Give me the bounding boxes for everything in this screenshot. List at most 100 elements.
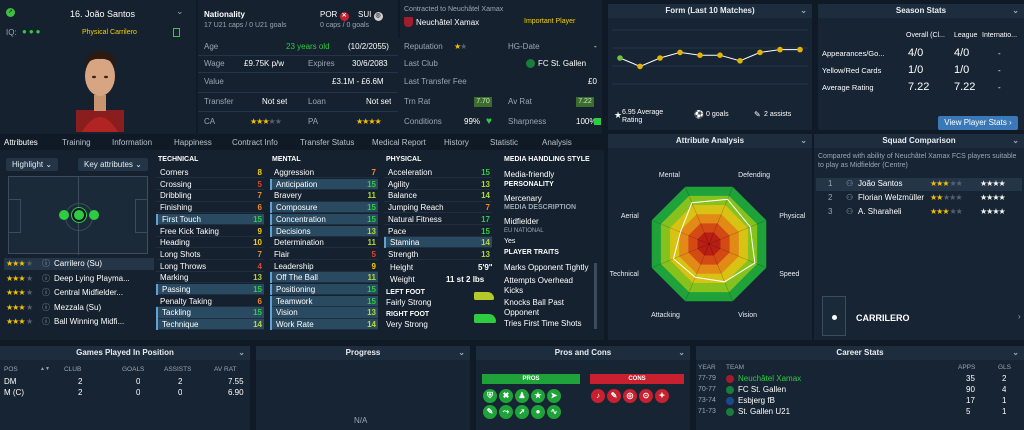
squad-scrollbar[interactable]: › xyxy=(1018,312,1021,321)
squad-row[interactable]: 1 ⚇ João Santos ★★★ ★★ ★★★★ xyxy=(816,178,1022,191)
attr-row[interactable]: Heading 10 xyxy=(156,237,264,249)
role-row[interactable]: ★★★ ★ ⓘ Ball Winning Midfi... xyxy=(4,316,154,328)
pro-tackle-icon[interactable]: ✖ xyxy=(499,389,513,403)
form-point[interactable] xyxy=(677,49,683,56)
form-chevron-icon[interactable]: ⌄ xyxy=(800,6,807,15)
attr-row[interactable]: Technique 14 xyxy=(156,319,264,331)
attr-row[interactable]: Stamina 14 xyxy=(384,237,492,249)
tab-transfer-status[interactable]: Transfer Status xyxy=(300,138,355,147)
role-row[interactable]: ★★★ ★ ⓘ Deep Lying Playma... xyxy=(4,273,154,285)
attr-row[interactable]: Crossing 5 xyxy=(156,179,264,190)
attr-row[interactable]: Finishing 6 xyxy=(156,202,264,214)
attr-row[interactable]: Decisions 13 xyxy=(270,225,378,237)
tab-attributes[interactable]: Attributes xyxy=(4,138,38,147)
clipboard-icon[interactable] xyxy=(173,28,180,37)
attr-row[interactable]: Concentration 15 xyxy=(270,213,378,225)
attr-row[interactable]: Marking 13 xyxy=(156,272,264,284)
attr-row[interactable]: Composure 15 xyxy=(270,202,378,214)
pro-shield-icon[interactable]: ⛨ xyxy=(483,389,497,403)
tab-history[interactable]: History xyxy=(444,138,469,147)
form-point[interactable] xyxy=(737,58,743,64)
highlight-dropdown[interactable]: Highlight ⌄ xyxy=(6,158,59,171)
position-dot-amc[interactable] xyxy=(89,210,99,220)
tab-happiness[interactable]: Happiness xyxy=(174,138,212,147)
career-team[interactable]: Esbjerg fB xyxy=(738,396,775,405)
pro-curve-icon[interactable]: ∿ xyxy=(547,405,561,419)
season-chevron-icon[interactable]: ⌄ xyxy=(1012,6,1019,15)
nation-sui[interactable]: SUI ◎ xyxy=(358,10,383,21)
form-point[interactable] xyxy=(617,55,623,61)
attr-row[interactable]: Work Rate 14 xyxy=(270,319,378,331)
career-team[interactable]: Neuchâtel Xamax xyxy=(738,374,802,383)
position-dot-dm[interactable] xyxy=(59,210,69,220)
career-team[interactable]: St. Gallen U21 xyxy=(738,407,791,416)
pro-team-icon[interactable]: ♟ xyxy=(515,389,529,403)
pro-run-icon[interactable]: ➚ xyxy=(515,405,529,419)
progress-chevron-icon[interactable]: ⌄ xyxy=(458,348,465,357)
nation-por[interactable]: POR ✕ xyxy=(320,10,349,21)
lastclub-value[interactable]: FC St. Gallen xyxy=(538,59,587,68)
chevron-down-icon[interactable]: ⌄ xyxy=(176,6,184,16)
career-col-header[interactable]: GLS xyxy=(998,364,1012,371)
tab-training[interactable]: Training xyxy=(62,138,91,147)
career-team[interactable]: FC St. Gallen xyxy=(738,385,787,394)
attr-row[interactable]: First Touch 15 xyxy=(156,213,264,225)
games-chevron-icon[interactable]: ⌄ xyxy=(238,348,245,357)
games-col-header[interactable]: CLUB xyxy=(64,366,82,373)
form-point[interactable] xyxy=(657,55,663,61)
squad-row[interactable]: 3 ⚇ A. Sharaheli ★★★ ★★ ★★★★ xyxy=(816,206,1022,219)
form-point[interactable] xyxy=(777,46,783,53)
attr-row[interactable]: Acceleration 15 xyxy=(384,167,492,179)
pro-boot-icon[interactable]: ✎ xyxy=(483,405,497,419)
attr-row[interactable]: Passing 15 xyxy=(156,284,264,296)
attr-row[interactable]: Off The Ball 11 xyxy=(270,272,378,284)
con-target-icon[interactable]: ◎ xyxy=(623,389,637,403)
attr-row[interactable]: Vision 13 xyxy=(270,307,378,319)
attr-row[interactable]: Agility 13 xyxy=(384,179,492,190)
games-col-header[interactable]: AV RAT xyxy=(214,366,237,373)
attr-row[interactable]: Determination 11 xyxy=(270,237,378,249)
attr-row[interactable]: Pace 15 xyxy=(384,226,492,237)
attr-row[interactable]: Penalty Taking 6 xyxy=(156,296,264,307)
career-chevron-icon[interactable]: ⌄ xyxy=(1012,348,1019,357)
con-boot-icon[interactable]: ✎ xyxy=(607,389,621,403)
attr-row[interactable]: Natural Fitness 17 xyxy=(384,214,492,225)
career-col-header[interactable]: YEAR xyxy=(698,364,716,371)
attr-row[interactable]: Strength 13 xyxy=(384,249,492,261)
attr-row[interactable]: Teamwork 15 xyxy=(270,295,378,307)
form-point[interactable] xyxy=(717,52,723,58)
squad-chevron-icon[interactable]: ⌄ xyxy=(1012,136,1019,145)
games-col-header[interactable]: ASSISTS xyxy=(164,366,192,373)
pro-ball-icon[interactable]: ● xyxy=(531,405,545,419)
attr-row[interactable]: Free Kick Taking 9 xyxy=(156,226,264,237)
attr-row[interactable]: Balance 14 xyxy=(384,190,492,202)
pro-speed-icon[interactable]: ➤ xyxy=(547,389,561,403)
attr-row[interactable]: Dribbling 7 xyxy=(156,190,264,202)
attr-row[interactable]: Leadership 9 xyxy=(270,261,378,272)
role-row[interactable]: ★★★ ★ ⓘ Mezzala (Su) xyxy=(4,302,154,314)
form-point[interactable] xyxy=(797,46,803,53)
attr-row[interactable]: Aggression 7 xyxy=(270,167,378,179)
attr-row[interactable]: Corners 8 xyxy=(156,167,264,179)
pro-star-icon[interactable]: ★ xyxy=(531,389,545,403)
form-point[interactable] xyxy=(757,49,763,56)
form-point[interactable] xyxy=(637,63,643,70)
view-player-stats-button[interactable]: View Player Stats › xyxy=(938,116,1018,130)
attr-row[interactable]: Long Shots 7 xyxy=(156,249,264,261)
tab-information[interactable]: Information xyxy=(112,138,153,147)
attr-row[interactable]: Long Throws 4 xyxy=(156,261,264,272)
games-col-header[interactable]: POS xyxy=(4,366,18,373)
squad-row[interactable]: 2 ⚇ Florian Welzmüller ★★ ★★★ ★★★★ xyxy=(816,192,1022,205)
attr-row[interactable]: Tackling 15 xyxy=(156,307,264,319)
attr-row[interactable]: Anticipation 15 xyxy=(270,178,378,190)
attr-row[interactable]: Bravery 11 xyxy=(270,190,378,202)
career-col-header[interactable]: TEAM xyxy=(726,364,745,371)
sort-icon[interactable]: ▲▼ xyxy=(40,366,50,372)
attr-row[interactable]: Flair 5 xyxy=(270,249,378,261)
analysis-chevron-icon[interactable]: ⌄ xyxy=(800,136,807,145)
position-dot-mc[interactable] xyxy=(72,208,86,222)
pro-pass-icon[interactable]: ⤳ xyxy=(499,405,513,419)
form-point[interactable] xyxy=(697,52,703,58)
career-col-header[interactable]: APPS xyxy=(958,364,976,371)
con-cross-icon[interactable]: ✦ xyxy=(655,389,669,403)
